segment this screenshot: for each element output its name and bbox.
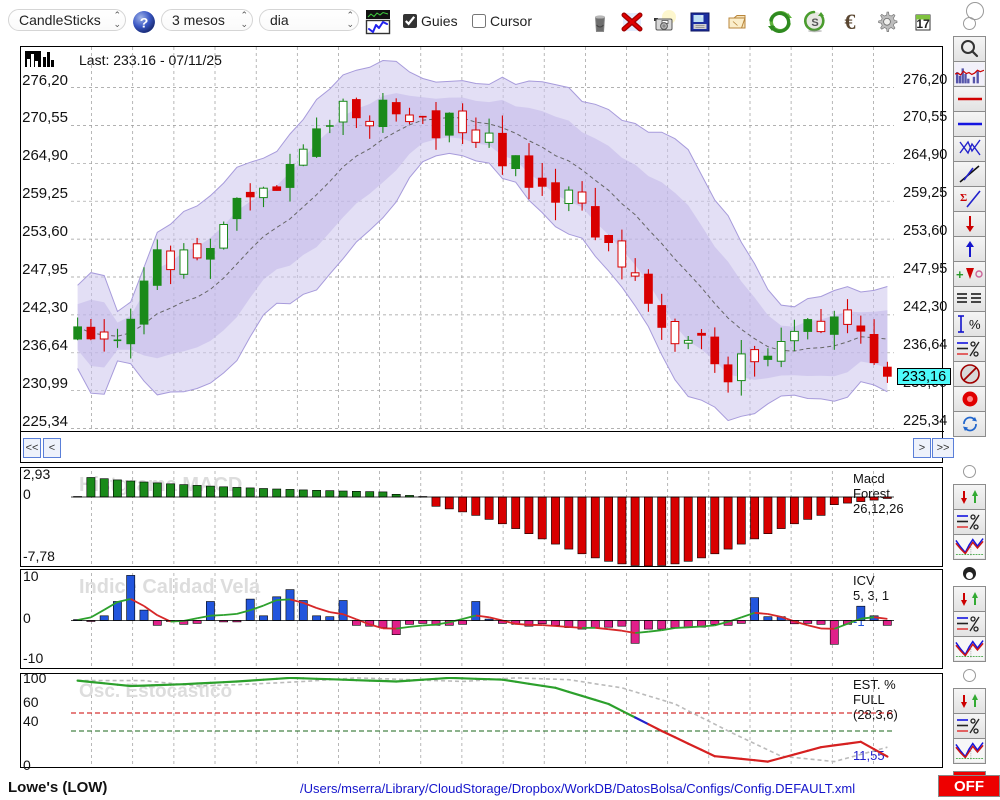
svg-text:%: % (969, 317, 981, 332)
svg-text:17: 17 (916, 17, 930, 31)
svg-text:Indice Calidad Vela: Indice Calidad Vela (79, 576, 261, 598)
svg-text:Σ: Σ (960, 192, 967, 204)
svg-text:S: S (811, 17, 818, 29)
svg-text:+: + (956, 267, 964, 282)
svg-text:?: ? (140, 14, 149, 30)
svg-text:€: € (845, 9, 856, 34)
